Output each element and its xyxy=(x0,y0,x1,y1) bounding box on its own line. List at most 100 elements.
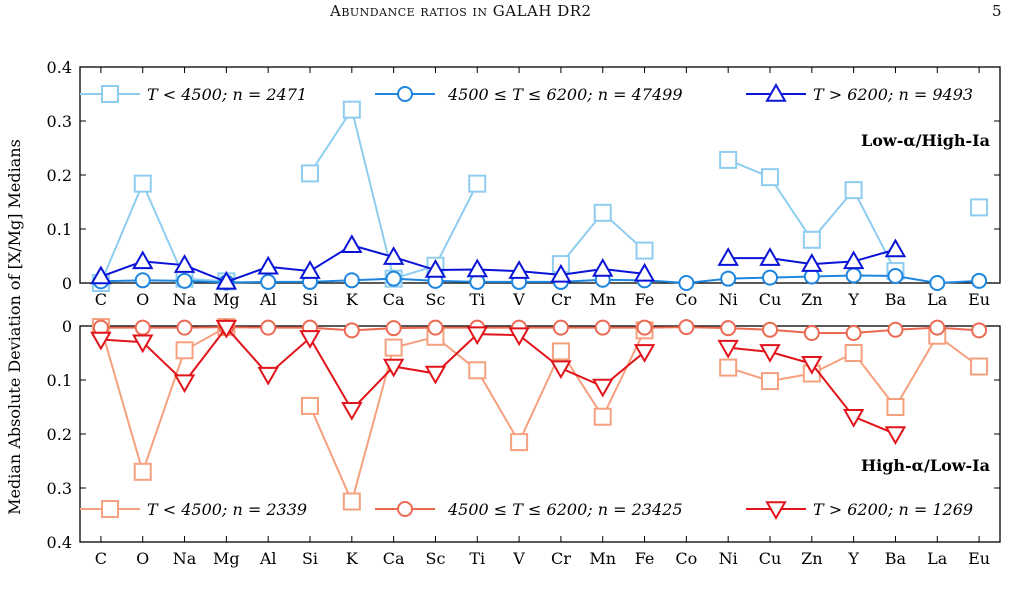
data-point xyxy=(720,320,737,337)
data-point xyxy=(717,247,739,266)
legend-label: T > 6200; n = 1269 xyxy=(813,500,973,519)
legend-label: T < 4500; n = 2471 xyxy=(147,85,307,104)
x-tick-label-co: Co xyxy=(675,290,697,309)
data-point xyxy=(341,234,363,253)
data-point xyxy=(845,325,862,342)
x-tick-label-y: Y xyxy=(847,290,859,309)
data-point xyxy=(176,272,193,289)
legend-entry: 4500 ≤ T ≤ 6200; n = 47499 xyxy=(375,85,683,104)
x-tick-label-ni: Ni xyxy=(719,549,738,568)
data-point xyxy=(633,344,656,363)
legend-label: 4500 ≤ T ≤ 6200; n = 23425 xyxy=(447,500,683,519)
data-point xyxy=(803,325,820,342)
x-tick-label-cr: Cr xyxy=(551,290,571,309)
legend-marker xyxy=(765,501,787,521)
series-line xyxy=(100,326,980,335)
panel-label: High-α/Low-Ia xyxy=(861,456,990,475)
data-point xyxy=(468,361,487,380)
x-tick-label-eu: Eu xyxy=(968,549,990,568)
x-tick-label-zn: Zn xyxy=(801,290,822,309)
x-tick-label-mn: Mn xyxy=(589,549,616,568)
x-tick-label-k: K xyxy=(346,290,359,309)
data-point xyxy=(801,356,823,375)
data-point xyxy=(678,275,695,291)
x-tick-label-y: Y xyxy=(847,549,859,568)
data-point xyxy=(173,254,196,273)
panel-label: Low-α/High-Ia xyxy=(861,131,990,150)
data-point xyxy=(845,267,862,284)
x-tick-label-c: C xyxy=(95,549,107,568)
legend-marker xyxy=(765,82,787,102)
data-point xyxy=(717,339,739,359)
data-point xyxy=(175,341,194,360)
y-tick-label: 0.1 xyxy=(47,371,72,390)
data-point xyxy=(761,372,779,391)
data-point xyxy=(215,270,238,290)
x-tick-label-v: V xyxy=(512,549,525,568)
y-tick-label: 0.2 xyxy=(47,425,72,444)
y-tick-label: 0 xyxy=(62,317,72,336)
x-tick-label-ca: Ca xyxy=(383,290,405,309)
data-point xyxy=(551,342,570,361)
x-tick-label-cu: Cu xyxy=(759,549,782,568)
x-tick-label-al: Al xyxy=(259,290,277,309)
data-point xyxy=(466,326,488,346)
series-circle xyxy=(92,319,988,342)
data-point xyxy=(762,269,778,286)
data-point xyxy=(90,265,112,285)
series-triangle-down xyxy=(90,319,907,446)
x-tick-label-cr: Cr xyxy=(551,549,571,568)
data-point xyxy=(508,327,530,347)
x-tick-label-ba: Ba xyxy=(885,549,907,568)
data-point xyxy=(132,334,154,354)
legend-marker xyxy=(397,86,413,102)
x-tick-label-zn: Zn xyxy=(801,549,822,568)
data-point xyxy=(90,331,112,351)
legend-entry: T > 6200; n = 9493 xyxy=(746,82,973,104)
y-tick-label: 0.4 xyxy=(47,533,72,552)
data-point xyxy=(759,247,781,266)
data-point xyxy=(720,270,737,287)
data-point xyxy=(134,319,151,336)
data-point xyxy=(886,398,905,416)
data-point xyxy=(384,338,403,357)
y-tick-label: 0.2 xyxy=(47,166,72,185)
page-number: 5 xyxy=(992,2,1002,20)
legend-label: T > 6200; n = 9493 xyxy=(813,85,973,104)
data-point xyxy=(468,174,487,193)
x-tick-label-na: Na xyxy=(173,549,197,568)
data-point xyxy=(215,319,238,339)
data-point xyxy=(971,272,988,289)
data-point xyxy=(884,238,907,258)
x-tick-label-sc: Sc xyxy=(425,290,445,309)
data-point xyxy=(382,246,405,265)
data-point xyxy=(424,365,447,385)
x-tick-label-la: La xyxy=(927,290,948,309)
data-point xyxy=(593,203,612,222)
data-point xyxy=(385,320,402,337)
data-point xyxy=(342,492,361,511)
data-point xyxy=(761,168,779,187)
data-point xyxy=(635,241,654,260)
data-point xyxy=(176,319,193,336)
data-point xyxy=(424,259,447,278)
data-point xyxy=(592,257,614,277)
x-tick-label-al: Al xyxy=(259,549,277,568)
y-tick-label: 0.3 xyxy=(47,112,72,131)
data-point xyxy=(301,396,319,415)
data-point xyxy=(382,358,405,378)
x-tick-label-mg: Mg xyxy=(213,290,240,309)
x-tick-label-la: La xyxy=(927,549,948,568)
data-point xyxy=(801,253,823,272)
top-panel: 0 0.1 0.2 0.3 0.4 C O Na Mg Al Si K Ca Sc Ti V Cr Mn Fe Co N… xyxy=(47,58,1001,309)
data-point xyxy=(299,330,321,349)
x-tick-label-fe: Fe xyxy=(635,290,655,309)
x-tick-label-c: C xyxy=(95,290,107,309)
data-point xyxy=(260,273,277,290)
x-tick-label-si: Si xyxy=(302,290,318,309)
data-point xyxy=(636,319,653,336)
series-line xyxy=(99,181,227,284)
data-point xyxy=(427,319,444,336)
x-tick-label-o: O xyxy=(136,549,149,568)
data-point xyxy=(802,230,821,249)
